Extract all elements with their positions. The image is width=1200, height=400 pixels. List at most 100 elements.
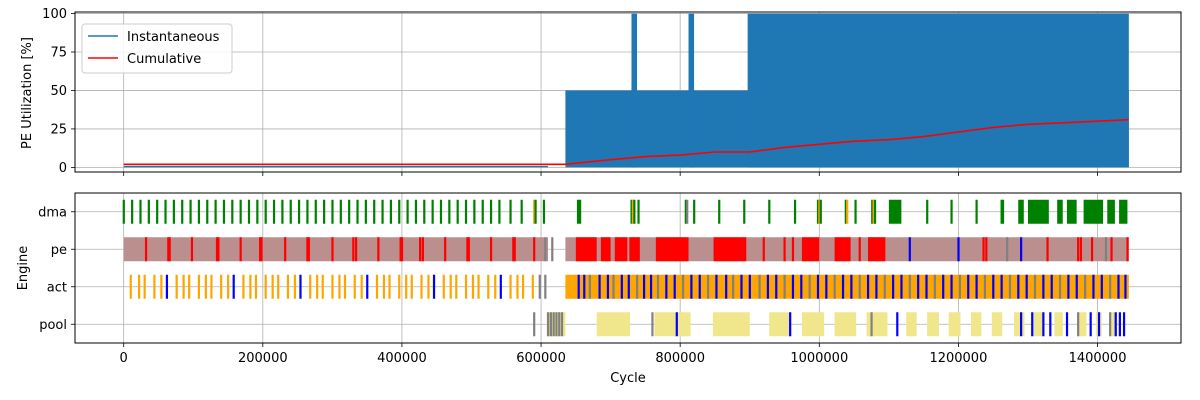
dma-event [398, 199, 401, 224]
act-event [188, 274, 191, 299]
pool-event [558, 312, 561, 337]
pe-event [1077, 237, 1080, 262]
pool-span [769, 312, 791, 337]
pe-span [801, 237, 820, 262]
pe-event [260, 237, 263, 262]
pe-event [306, 237, 309, 262]
act-event [1008, 274, 1012, 299]
act-event [516, 274, 519, 299]
pe-span [575, 237, 597, 262]
pool-event [1020, 312, 1023, 337]
pe-event [355, 237, 358, 262]
dma-event [509, 199, 512, 224]
pool-event [675, 312, 678, 337]
act-event [1109, 274, 1112, 299]
dma-event [247, 199, 251, 224]
pool-event [1097, 312, 1101, 337]
dma-event [289, 199, 292, 224]
pe-span [867, 237, 886, 262]
act-event [892, 274, 895, 299]
dma-event [356, 199, 359, 224]
pool-event [555, 312, 558, 337]
act-event [254, 274, 258, 299]
pool-event [560, 312, 564, 337]
pool-span [970, 312, 982, 337]
dma-event [214, 199, 217, 224]
pe-span [834, 237, 851, 262]
pe-event [377, 237, 380, 262]
act-event [841, 274, 845, 299]
act-event [331, 274, 334, 299]
pool-event [1109, 312, 1112, 337]
timeline-x-tick-label: 400000 [377, 351, 427, 366]
act-event [405, 274, 408, 299]
timeline-x-tick-label: 200000 [238, 351, 288, 366]
act-event [1092, 274, 1095, 299]
act-event [858, 274, 861, 299]
pe-event [467, 237, 470, 262]
act-event [165, 274, 169, 299]
timeline-lane-label-act: act [47, 280, 67, 295]
act-event [656, 274, 660, 299]
timeline-lane-label-pool: pool [39, 318, 67, 333]
dma-event [579, 199, 582, 224]
pe-event [551, 237, 554, 262]
dma-event [533, 199, 536, 224]
dma-event [147, 199, 150, 224]
act-event [1124, 274, 1127, 299]
dma-event [542, 199, 546, 224]
dma-event [189, 199, 192, 224]
utilization-y-tick-label: 0 [59, 161, 67, 176]
utilization-y-tick-label: 75 [50, 46, 67, 61]
pool-span [654, 312, 691, 337]
act-event [725, 274, 728, 299]
act-event [210, 274, 213, 299]
pool-span [927, 312, 939, 337]
legend-label-instantaneous: Instantaneous [127, 30, 220, 45]
act-event [375, 274, 379, 299]
dma-event [306, 199, 309, 224]
act-event [992, 274, 995, 299]
act-event [321, 274, 324, 299]
act-event [665, 274, 668, 299]
dma-event [448, 199, 451, 224]
dma-event [576, 199, 580, 224]
pe-event [533, 237, 536, 262]
dma-event [239, 199, 242, 224]
pe-span [655, 237, 689, 262]
pool-event [870, 312, 873, 337]
act-event [732, 274, 735, 299]
pe-event [513, 237, 516, 262]
act-event [825, 274, 828, 299]
act-event [455, 274, 458, 299]
dma-event [631, 199, 635, 224]
pe-event [399, 237, 402, 262]
pool-event [1042, 312, 1045, 337]
timeline-x-tick-label: 1200000 [929, 351, 987, 366]
dma-event [1001, 199, 1005, 224]
act-event [242, 274, 245, 299]
act-event [748, 274, 751, 299]
act-event [499, 274, 502, 299]
utilization-y-tick-label: 100 [42, 7, 67, 22]
act-event [883, 274, 886, 299]
act-event [900, 274, 903, 299]
pool-span [1033, 312, 1044, 337]
act-event [642, 274, 646, 299]
utilization-y-tick-label: 25 [50, 122, 67, 137]
dma-event [844, 199, 847, 224]
act-event [338, 274, 341, 299]
pool-event [1065, 312, 1069, 337]
dma-event [156, 199, 159, 224]
pool-event [547, 312, 550, 337]
pe-event [190, 237, 194, 262]
act-event [775, 274, 778, 299]
dma-span [888, 199, 902, 224]
dma-event [389, 199, 393, 224]
act-event [388, 274, 391, 299]
pool-event [1089, 312, 1092, 337]
dma-span [1057, 199, 1063, 224]
pe-event [259, 237, 262, 262]
act-event [620, 274, 623, 299]
pe-event [1020, 237, 1023, 262]
